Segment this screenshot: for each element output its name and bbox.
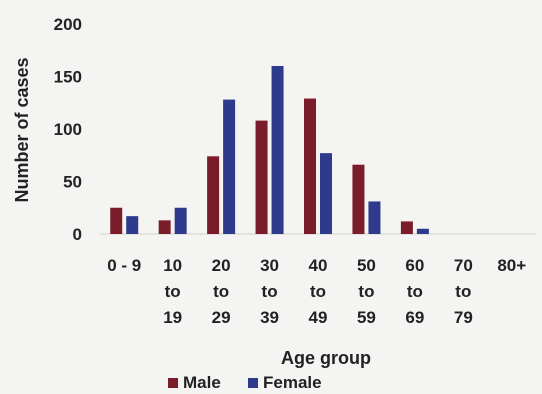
bars [110,66,429,234]
bar-male [110,207,123,234]
x-axis-ticks: 0 - 9 10 to 19 20 to 29 30 to 39 40 to 49 50 to 59 60 to 6… [107,256,526,327]
x-tick-label: to [213,282,229,301]
x-tick-label: 50 [357,256,376,275]
legend-swatch-female [248,378,258,388]
bar-male [255,120,268,234]
y-tick-label: 200 [54,15,82,34]
x-tick-label: 60 [405,256,424,275]
x-tick-label: 39 [260,308,279,327]
bar-female [320,153,332,234]
x-tick-label: 79 [454,308,473,327]
x-tick-label: to [262,282,278,301]
legend-swatch-male [168,378,178,388]
x-tick-label: 20 [212,256,231,275]
x-tick-label: 59 [357,308,376,327]
x-tick-label: 69 [405,308,424,327]
bar-male [352,164,365,234]
x-tick-label: 0 - 9 [107,256,141,275]
legend-label-female: Female [263,373,322,392]
y-tick-label: 0 [73,225,82,244]
bar-female [416,228,429,234]
x-tick-label: 10 [163,256,182,275]
bar-male [304,98,316,234]
bar-female [368,201,381,234]
x-tick-label: 40 [309,256,328,275]
bar-male [207,156,220,234]
x-tick-label: to [358,282,374,301]
x-axis-title: Age group [281,348,371,368]
y-tick-label: 150 [54,68,82,87]
y-axis-title: Number of cases [12,57,32,202]
x-tick-label: 70 [454,256,473,275]
legend-label-male: Male [183,373,221,392]
bar-male [400,221,413,234]
y-tick-label: 100 [54,120,82,139]
x-tick-label: 29 [212,308,231,327]
bar-female [271,66,284,234]
x-tick-label: 49 [309,308,328,327]
bar-female [126,216,139,234]
x-tick-label: to [455,282,471,301]
x-tick-label: to [165,282,181,301]
x-tick-label: 30 [260,256,279,275]
y-tick-label: 50 [63,173,82,192]
x-tick-label: to [407,282,423,301]
legend: Male Female [168,373,322,392]
bar-female [174,207,187,234]
bar-female [223,99,236,234]
x-tick-label: 19 [163,308,182,327]
bar-male [158,220,171,234]
y-axis-ticks: 0 50 100 150 200 [54,15,82,244]
x-tick-label: 80+ [497,256,526,275]
x-tick-label: to [310,282,326,301]
